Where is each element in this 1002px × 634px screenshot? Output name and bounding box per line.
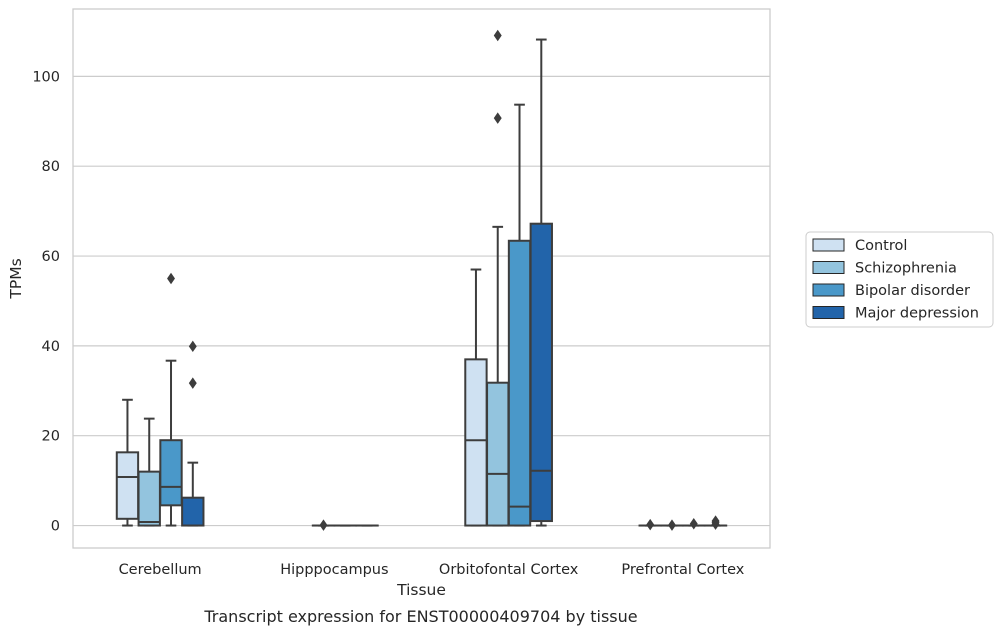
box xyxy=(311,519,336,531)
series-control xyxy=(115,268,662,531)
x-axis-label: Tissue xyxy=(396,581,446,599)
x-tick-label: Hipppocampus xyxy=(280,562,388,578)
series-major-depression xyxy=(181,38,728,530)
y-tick-label: 60 xyxy=(42,249,60,265)
legend: Control Schizophrenia Bipolar disorder Majo… xyxy=(805,231,994,328)
iqr-box xyxy=(181,496,205,527)
legend-item: Schizophrenia xyxy=(812,261,957,277)
outlier-point xyxy=(689,518,698,530)
box xyxy=(660,519,684,531)
outlier-point xyxy=(711,515,720,527)
series-schizophrenia xyxy=(137,29,684,531)
legend-swatch xyxy=(812,238,845,252)
outlier-point xyxy=(493,29,502,42)
outlier-point xyxy=(188,377,197,389)
outlier-point xyxy=(646,518,655,531)
y-tick-label: 100 xyxy=(32,69,60,85)
box xyxy=(159,272,183,527)
outlier-point xyxy=(668,519,676,531)
box xyxy=(486,29,510,527)
outlier-point xyxy=(167,272,175,285)
legend-label: Bipolar disorder xyxy=(855,283,970,299)
legend-swatch xyxy=(812,261,845,274)
box xyxy=(507,103,532,527)
legend-item: Major depression xyxy=(812,306,979,322)
y-tick-labels: 0 20 40 60 80 100 xyxy=(32,69,60,534)
y-tick-label: 80 xyxy=(42,159,60,175)
legend-item: Control xyxy=(812,238,907,254)
iqr-box xyxy=(507,239,532,527)
y-tick-label: 0 xyxy=(51,519,60,535)
outlier-point xyxy=(319,519,328,531)
legend-label: Control xyxy=(855,238,907,254)
x-tick-label: Orbitofontal Cortex xyxy=(439,562,579,578)
x-tick-label: Prefrontal Cortex xyxy=(621,562,744,578)
box xyxy=(703,515,728,530)
iqr-box xyxy=(529,222,553,523)
outlier-point xyxy=(493,112,502,124)
plot-frame xyxy=(72,8,771,549)
legend-label: Schizophrenia xyxy=(855,261,957,277)
iqr-box xyxy=(115,451,140,520)
legend-label: Major depression xyxy=(855,306,979,322)
x-tick-labels: Cerebellum Hipppocampus Orbitofontal Corte… xyxy=(119,562,745,578)
box xyxy=(464,268,488,527)
box xyxy=(529,38,553,527)
box xyxy=(137,417,161,527)
iqr-box xyxy=(137,470,161,527)
iqr-box xyxy=(464,358,488,527)
iqr-box xyxy=(486,381,510,527)
outlier-point xyxy=(188,340,197,353)
box-series xyxy=(115,29,728,531)
x-tick-label: Cerebellum xyxy=(119,562,202,578)
y-axis-label: TPMs xyxy=(7,258,25,299)
legend-frame xyxy=(805,231,994,328)
legend-swatch xyxy=(812,283,845,297)
legend-swatch xyxy=(812,306,845,319)
y-tick-label: 40 xyxy=(42,339,60,355)
iqr-box xyxy=(159,439,183,507)
y-tick-label: 20 xyxy=(42,429,60,445)
box xyxy=(181,340,205,527)
box xyxy=(682,518,706,530)
legend-item: Bipolar disorder xyxy=(812,283,970,299)
series-bipolar-disorder xyxy=(159,103,706,530)
chart-caption: Transcript expression for ENST0000040970… xyxy=(203,607,637,626)
box xyxy=(638,518,662,531)
box xyxy=(115,398,140,527)
